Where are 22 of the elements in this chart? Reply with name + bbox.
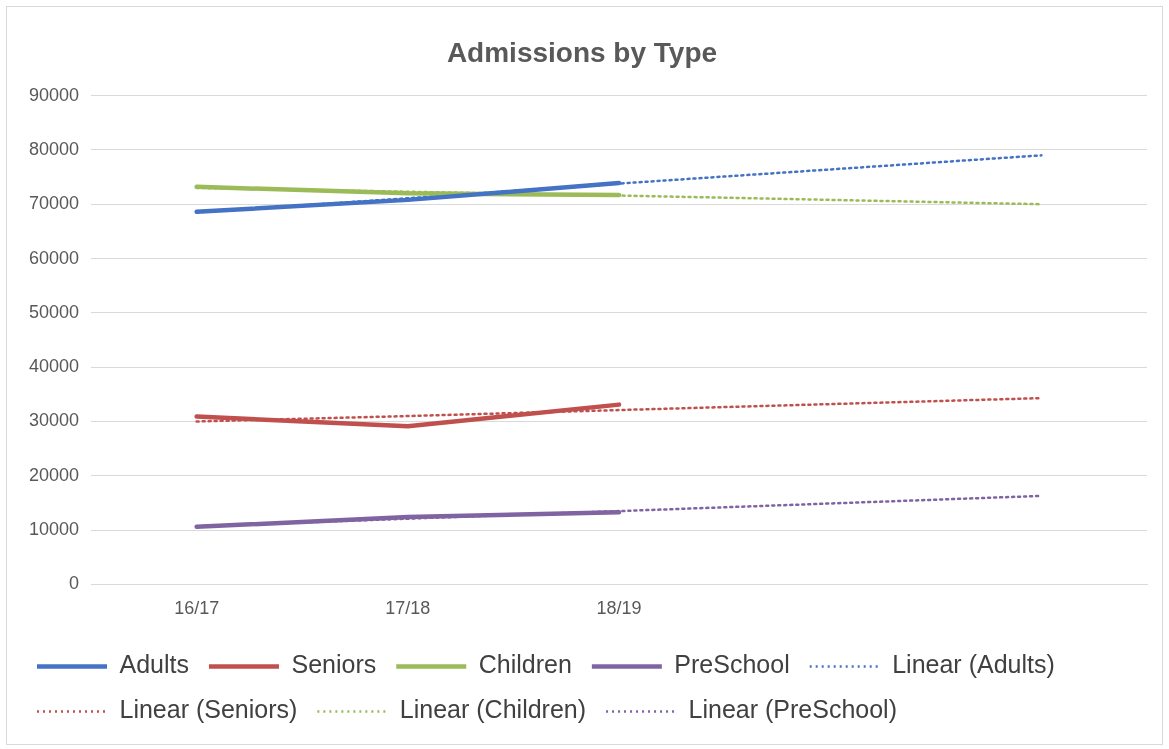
y-tick-label: 30000 [28,410,80,431]
legend-label: Linear (Seniors) [119,695,298,724]
legend-label: Children [478,650,572,679]
y-tick-label: 60000 [28,247,80,268]
legend-label: Linear (Children) [399,695,587,724]
legend-label: Linear (Adults) [892,650,1055,679]
legend-label: Seniors [291,650,377,679]
y-tick-label: 50000 [28,301,80,322]
y-tick-label: 0 [69,573,80,594]
y-tick-label: 80000 [28,138,80,159]
x-tick-label: 18/19 [596,598,642,619]
legend-label: PreSchool [674,650,790,679]
legend-label: Linear (PreSchool) [688,695,897,724]
y-tick-label: 90000 [28,84,80,105]
y-tick-label: 20000 [28,464,80,485]
x-tick-label: 16/17 [174,598,220,619]
y-tick-label: 40000 [28,356,80,377]
x-tick-label: 17/18 [385,598,431,619]
legend-label: Adults [119,650,189,679]
chart-title: Admissions by Type [446,36,718,68]
y-tick-label: 10000 [28,519,80,540]
y-tick-label: 70000 [28,193,80,214]
